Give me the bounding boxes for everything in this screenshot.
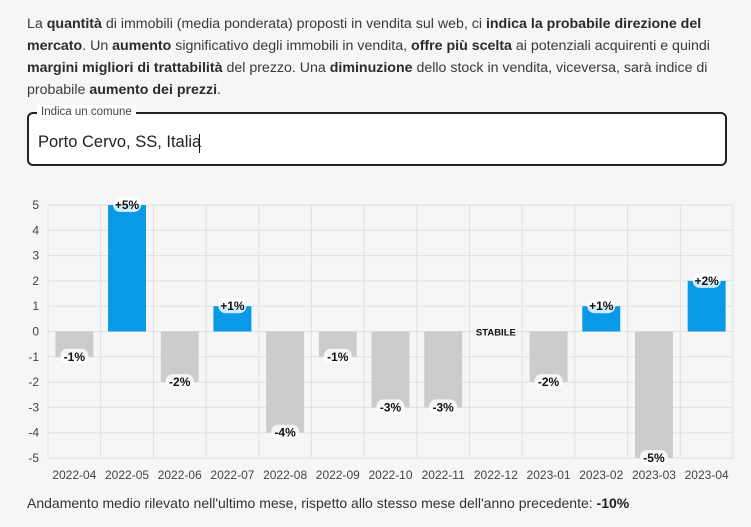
bar xyxy=(424,331,463,408)
comune-field-label: Indica un comune xyxy=(37,105,136,119)
intro-bold: margini migliori di trattabilità xyxy=(27,60,223,76)
x-tick-label: 2022-08 xyxy=(263,468,307,482)
y-tick-label: 4 xyxy=(32,223,39,237)
x-tick-label: 2022-07 xyxy=(210,468,254,482)
y-tick-label: 5 xyxy=(32,198,39,212)
data-label: STABILE xyxy=(476,328,516,339)
data-label: -3% xyxy=(380,400,402,414)
intro-bold: quantità xyxy=(46,16,102,32)
x-tick-label: 2023-04 xyxy=(685,468,729,482)
y-tick-label: -1 xyxy=(28,350,39,364)
intro-bold: indica la probabile direzione del mercat… xyxy=(27,16,702,54)
intro-bold: aumento xyxy=(112,38,172,54)
y-tick-label: 2 xyxy=(32,274,39,288)
data-label-bg xyxy=(587,298,616,314)
data-label-bg xyxy=(323,348,352,364)
x-tick-label: 2022-05 xyxy=(105,468,149,482)
data-label: -4% xyxy=(274,426,296,440)
x-tick-label: 2022-09 xyxy=(316,468,360,482)
intro-bold: aumento dei prezzi xyxy=(89,82,218,98)
y-tick-label: -4 xyxy=(28,426,39,440)
data-label: -2% xyxy=(169,375,191,389)
data-label: -1% xyxy=(327,350,349,364)
data-label-bg xyxy=(692,272,721,288)
y-tick-label: 1 xyxy=(32,299,39,313)
x-tick-label: 2022-12 xyxy=(474,468,518,482)
footer-summary: Andamento medio rilevato nell'ultimo mes… xyxy=(27,495,629,511)
data-label: +5% xyxy=(115,198,140,212)
data-label: -3% xyxy=(433,400,455,414)
x-tick-label: 2022-06 xyxy=(158,468,202,482)
bar xyxy=(634,331,673,458)
bar xyxy=(371,331,410,408)
x-tick-label: 2023-01 xyxy=(527,468,571,482)
bar xyxy=(529,331,568,383)
bar xyxy=(687,280,726,332)
data-label: +1% xyxy=(220,299,245,313)
text-cursor xyxy=(199,134,200,153)
bar xyxy=(108,205,147,332)
data-label: +1% xyxy=(589,299,614,313)
intro-bold: offre più scelta xyxy=(411,38,512,54)
stock-chart: 5 4 3 2 1 0 -1 -2 -3 -4 -5 -1% 2022-04 +5% 2022-05 -2% 2… xyxy=(28,197,734,482)
intro-bold: diminuzione xyxy=(329,60,413,76)
data-label: -1% xyxy=(64,350,86,364)
y-tick-label: -2 xyxy=(28,375,39,389)
y-tick-label: -3 xyxy=(28,400,39,414)
intro-paragraph: La quantità di immobili (media ponderata… xyxy=(27,16,710,98)
data-label: +2% xyxy=(694,274,719,288)
data-label-bg xyxy=(534,374,563,390)
data-label-bg xyxy=(639,450,668,465)
data-label-bg xyxy=(271,424,300,440)
bar xyxy=(160,331,199,383)
y-tick-label: 0 xyxy=(32,325,39,339)
data-label-bg xyxy=(429,399,458,415)
data-label-bg xyxy=(376,399,405,415)
bar xyxy=(266,331,305,433)
footer-value: -10% xyxy=(596,495,630,511)
comune-field[interactable]: Indica un comune xyxy=(27,105,727,166)
x-tick-label: 2022-04 xyxy=(52,468,96,482)
x-tick-label: 2022-11 xyxy=(422,468,465,482)
data-label-bg xyxy=(60,348,89,364)
x-tick-label: 2022-10 xyxy=(368,468,412,482)
x-tick-label: 2023-03 xyxy=(632,468,676,482)
data-label-bg xyxy=(113,197,142,212)
comune-input[interactable] xyxy=(38,133,698,152)
data-label-bg xyxy=(165,374,194,390)
y-tick-label: -5 xyxy=(28,451,39,465)
data-label-bg xyxy=(218,298,247,314)
data-label: -2% xyxy=(538,375,560,389)
data-label: -5% xyxy=(643,451,665,465)
x-tick-label: 2023-02 xyxy=(579,468,623,482)
footer-text: Andamento medio rilevato nell'ultimo mes… xyxy=(27,495,597,511)
y-tick-label: 3 xyxy=(32,249,39,263)
